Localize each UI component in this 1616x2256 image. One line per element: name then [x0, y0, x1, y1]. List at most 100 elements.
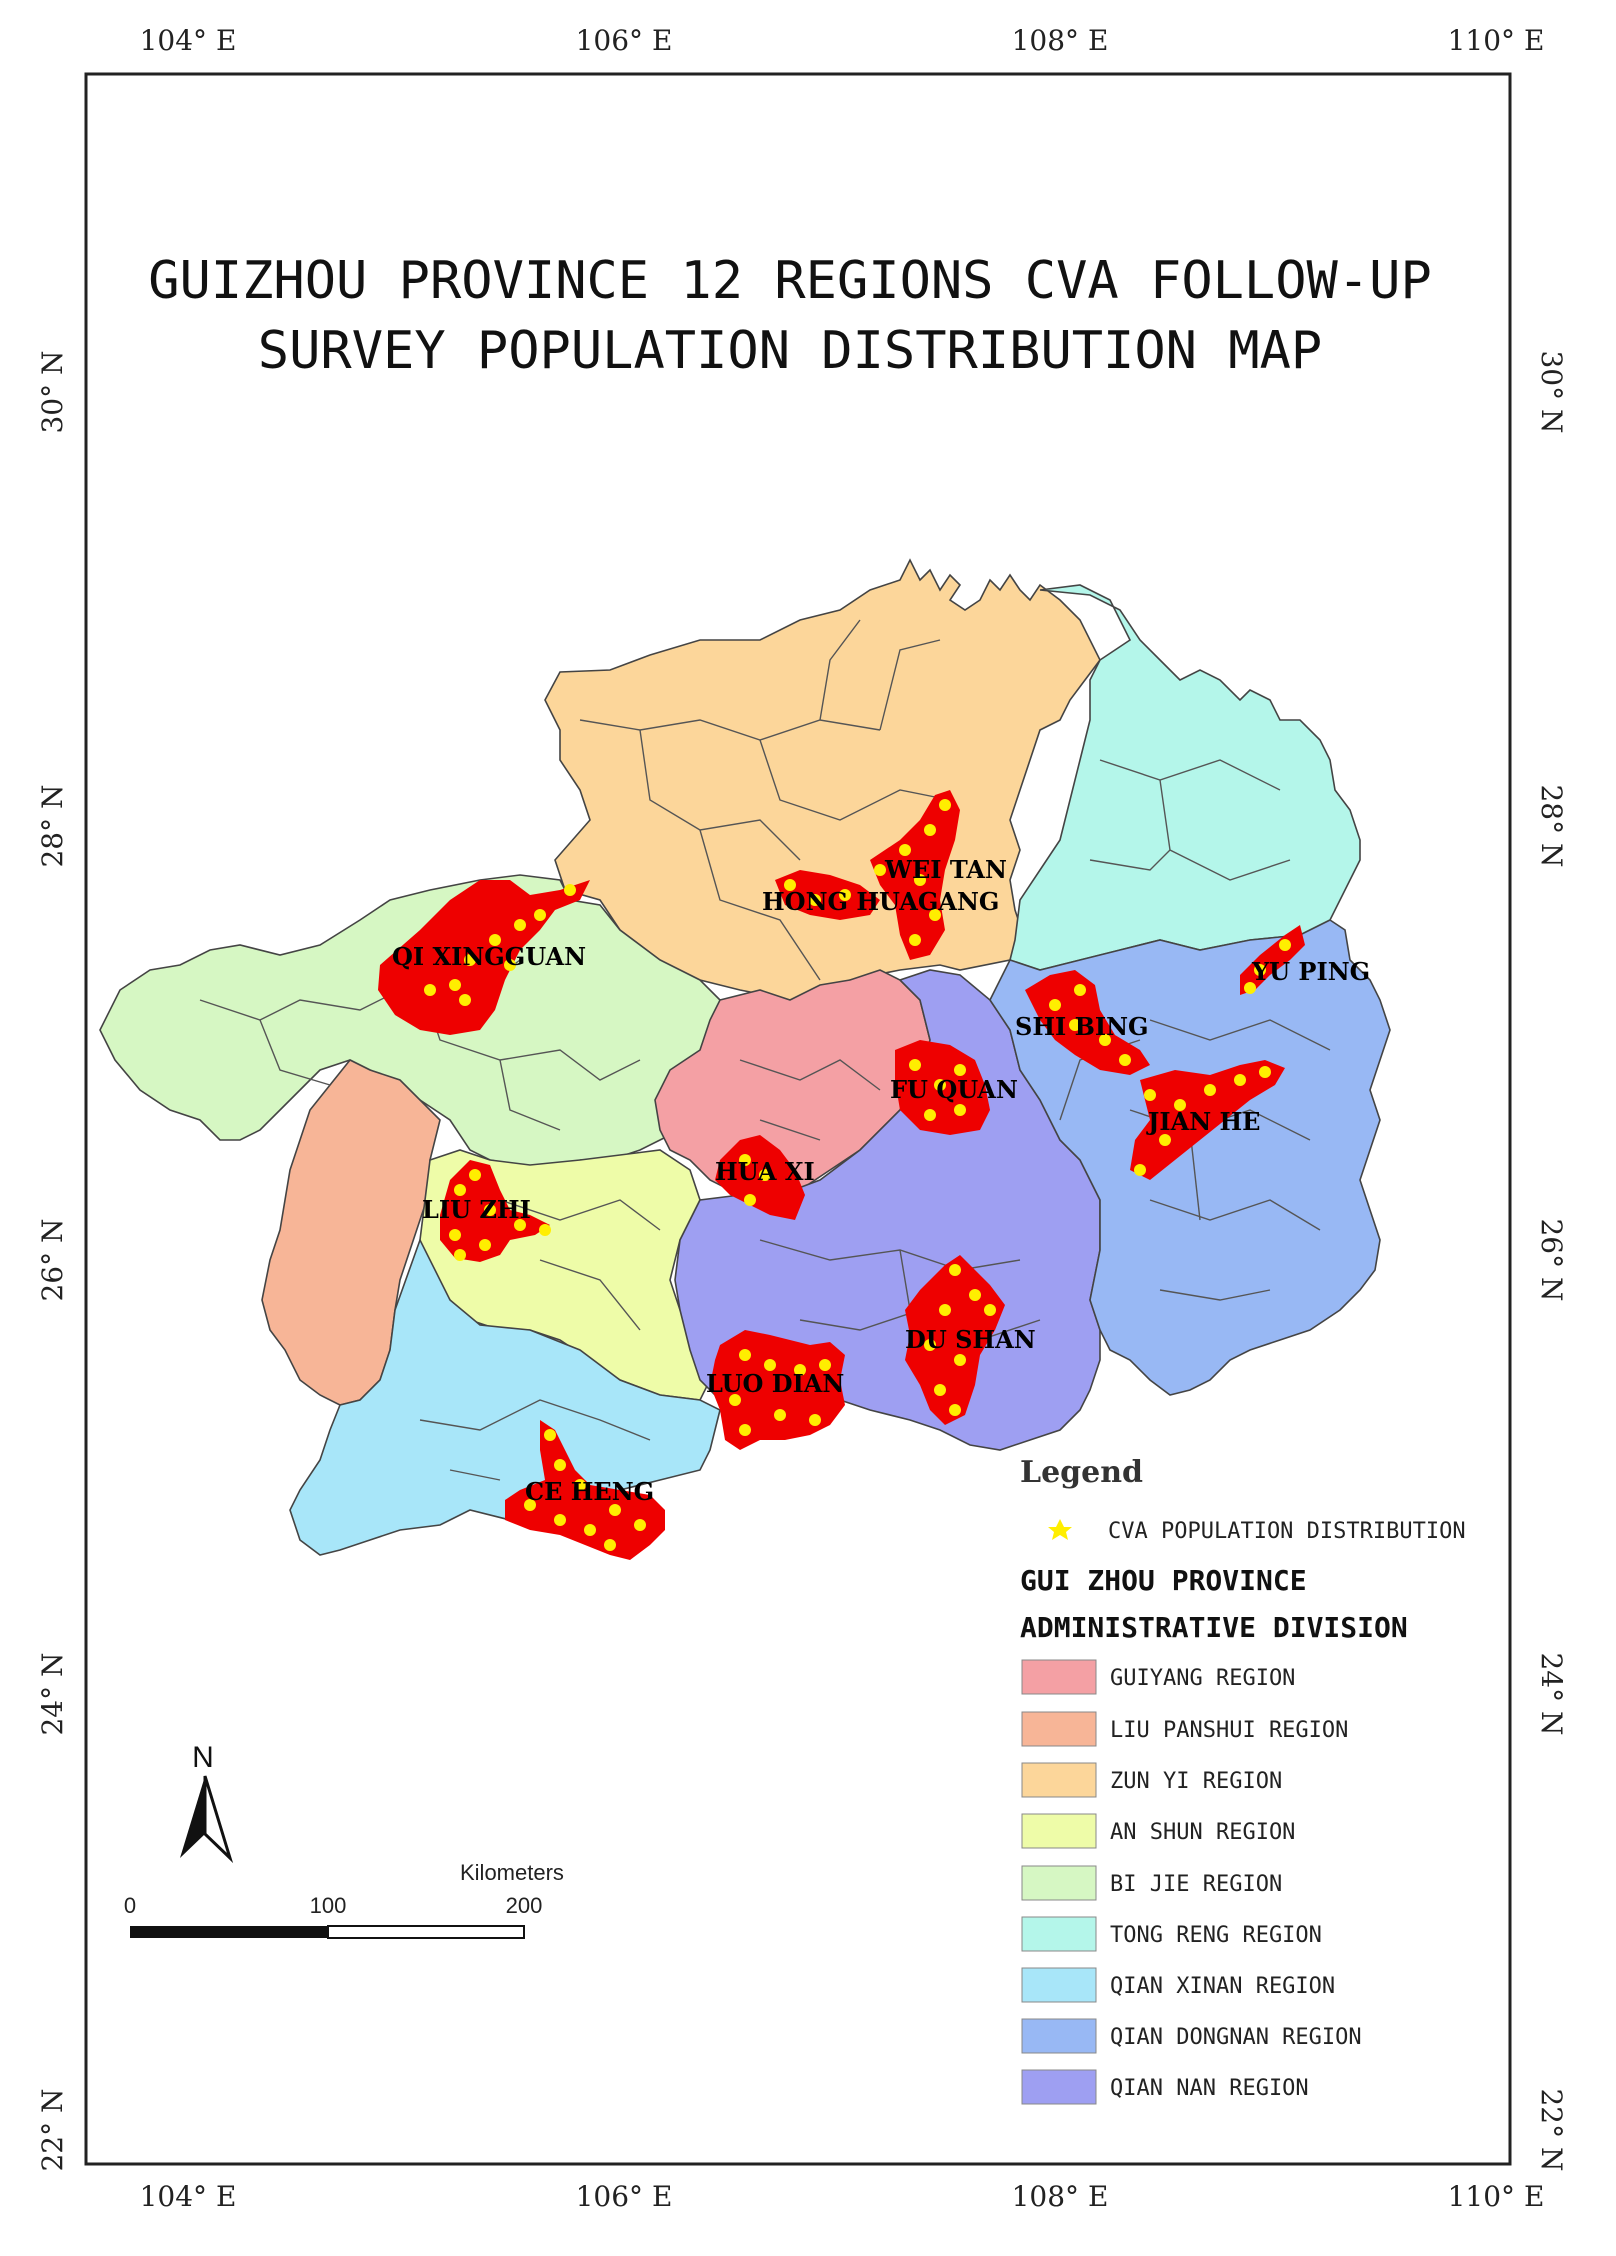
cva-point [1049, 999, 1061, 1011]
cva-point [939, 799, 951, 811]
lat-label-right-30: 30° N [1535, 350, 1568, 433]
scale-bar-unit: Kilometers [460, 1860, 564, 1885]
north-arrow: N [180, 1741, 234, 1864]
lat-label-left-24: 24° N [36, 1652, 69, 1735]
cva-point [764, 1359, 776, 1371]
study-area-ceheng [505, 1420, 665, 1560]
cva-point [1279, 939, 1291, 951]
legend-swatch [1021, 1865, 1097, 1901]
map-title-line1: GUIZHOU PROVINCE 12 REGIONS CVA FOLLOW-U… [148, 251, 1432, 311]
cva-point [609, 1504, 621, 1516]
cva-point [1099, 1034, 1111, 1046]
cva-point [1234, 1074, 1246, 1086]
label-luodian: LUO DIAN [706, 1369, 844, 1398]
north-arrow-icon-outline [203, 1775, 234, 1864]
cva-point [454, 1249, 466, 1261]
study-area-jianhe [1130, 1060, 1285, 1180]
cva-point [739, 1349, 751, 1361]
legend-swatch [1021, 1916, 1097, 1952]
legend-region-label: TONG RENG REGION [1110, 1923, 1322, 1948]
cva-point [1204, 1084, 1216, 1096]
label-liuzhi: LIU ZHI [422, 1195, 531, 1224]
cva-point [424, 984, 436, 996]
cva-point [874, 864, 886, 876]
cva-point [1074, 984, 1086, 996]
cva-point [459, 994, 471, 1006]
legend-region-label: LIU PANSHUI REGION [1110, 1718, 1348, 1743]
cva-point [759, 1169, 771, 1181]
north-arrow-label: N [192, 1741, 214, 1774]
label-yuping: YU PING [1251, 957, 1370, 986]
cva-point [739, 1154, 751, 1166]
legend-swatch [1021, 2018, 1097, 2054]
lat-label-right-26: 26° N [1535, 1218, 1568, 1301]
lat-label-left-28: 28° N [36, 784, 69, 867]
cva-point [1254, 964, 1266, 976]
label-huaxi: HUA XI [715, 1157, 815, 1186]
cva-point [969, 1289, 981, 1301]
region-guiyang [654, 969, 931, 1201]
cva-point [1259, 1066, 1271, 1078]
label-fuquan: FU QUAN [890, 1075, 1018, 1104]
cva-point [514, 919, 526, 931]
legend-title: Legend [1020, 1455, 1143, 1490]
legend-swatch [1021, 1762, 1097, 1798]
cva-point [489, 934, 501, 946]
cva-point [924, 1109, 936, 1121]
cva-point [514, 1219, 526, 1231]
cva-point [604, 1539, 616, 1551]
cva-point [584, 1524, 596, 1536]
lat-label-left-30: 30° N [36, 350, 69, 433]
cva-point [909, 1059, 921, 1071]
scale-bar-segment-black [130, 1926, 328, 1938]
map-title-line2: SURVEY POPULATION DISTRIBUTION MAP [258, 321, 1322, 381]
label-qixingguan: QI XINGGUAN [392, 942, 586, 971]
legend-swatch [1021, 1813, 1097, 1849]
study-area-honghuagang [775, 870, 880, 920]
legend-swatch [1021, 1967, 1097, 2003]
legend-swatch [1021, 2069, 1097, 2105]
cva-point [939, 1304, 951, 1316]
legend-division-heading-line1: GUI ZHOU PROVINCE [1020, 1564, 1307, 1597]
cva-point [464, 954, 476, 966]
cva-point [954, 1104, 966, 1116]
cva-point [554, 1459, 566, 1471]
cva-point [784, 879, 796, 891]
cva-point [1244, 982, 1256, 994]
scale-bar-segment-white [327, 1925, 525, 1939]
scale-bar: Kilometers 0 100 200 [124, 1860, 564, 1939]
lon-label-bottom-108: 108° E [1012, 2180, 1109, 2213]
label-honghuagang: HONG HUAGANG [762, 887, 999, 916]
legend-division-heading-line2: ADMINISTRATIVE DIVISION [1020, 1611, 1408, 1644]
cva-point [479, 1239, 491, 1251]
cva-point [574, 1479, 586, 1491]
label-jianhe: JIAN HE [1146, 1107, 1260, 1136]
cva-point [934, 1079, 946, 1091]
lon-label-top-110: 110° E [1448, 24, 1545, 57]
cva-point [1174, 1099, 1186, 1111]
cva-point [564, 884, 576, 896]
cva-point [984, 1304, 996, 1316]
north-arrow-icon [180, 1776, 205, 1858]
cva-point [469, 1169, 481, 1181]
cva-point [454, 1184, 466, 1196]
legend-point-label: CVA POPULATION DISTRIBUTION [1108, 1519, 1466, 1544]
lat-label-right-22: 22° N [1535, 2088, 1568, 2171]
cva-point [774, 1409, 786, 1421]
cva-point [1159, 1134, 1171, 1146]
cva-point [739, 1424, 751, 1436]
legend-region-list: GUIYANG REGION LIU PANSHUI REGION ZUN YI… [1021, 1659, 1362, 2105]
legend-region-label: QIAN DONGNAN REGION [1110, 2025, 1362, 2050]
legend-region-label: ZUN YI REGION [1110, 1769, 1282, 1794]
lat-label-right-28: 28° N [1535, 784, 1568, 867]
legend-region-label: BI JIE REGION [1110, 1872, 1282, 1897]
cva-point [909, 934, 921, 946]
cva-point [954, 1354, 966, 1366]
label-shibing: SHI BING [1015, 1012, 1149, 1041]
cva-point [1144, 1089, 1156, 1101]
label-dushan: DU SHAN [905, 1325, 1036, 1354]
cva-point [954, 1064, 966, 1076]
lon-label-bottom-104: 104° E [140, 2180, 237, 2213]
legend-point-swatch [1048, 1519, 1072, 1540]
